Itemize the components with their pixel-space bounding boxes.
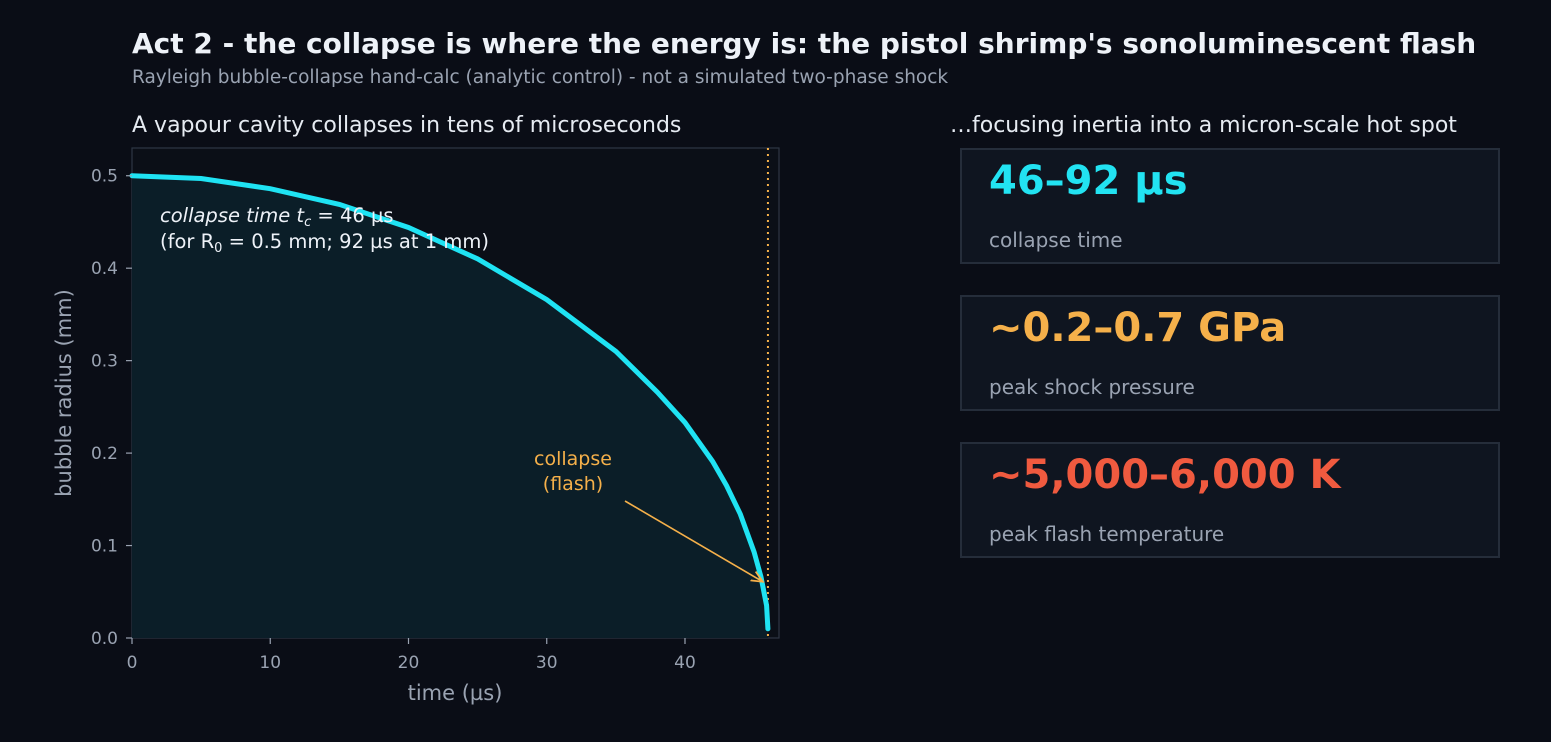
x-tick: 40: [674, 638, 696, 673]
y-tick-label: 0.5: [91, 167, 118, 187]
x-tick-label: 40: [674, 653, 696, 673]
x-tick-label: 0: [127, 653, 138, 673]
y-tick: 0.3: [91, 352, 132, 372]
y-tick-label: 0.2: [91, 444, 118, 464]
y-tick: 0.0: [91, 629, 132, 649]
y-axis-label: bubble radius (mm): [52, 289, 76, 497]
collapse-annotation-arrow: [624, 500, 763, 582]
collapse-annotation-line2: (flash): [543, 473, 603, 495]
x-tick-label: 10: [259, 653, 281, 673]
area-fill: [132, 175, 768, 638]
flash-temperature-card: ~5,000–6,000 K peak flash temperature: [960, 442, 1500, 558]
y-tick-label: 0.3: [91, 352, 118, 372]
collapse-time-value: 46–92 µs: [989, 158, 1188, 204]
collapse-time-card: 46–92 µs collapse time: [960, 148, 1500, 264]
shock-pressure-value: ~0.2–0.7 GPa: [989, 305, 1287, 351]
collapse-time-info-line1: collapse time tc = 46 µs: [160, 204, 394, 230]
y-tick-label: 0.4: [91, 259, 118, 279]
radius-curve: [129, 173, 771, 632]
y-tick: 0.2: [91, 444, 132, 464]
right-panel-title: …focusing inertia into a micron-scale ho…: [950, 113, 1457, 138]
x-tick-label: 20: [398, 653, 420, 673]
x-tick: 20: [398, 638, 420, 673]
collapse-annotation-line1: collapse: [534, 448, 612, 470]
left-panel-title: A vapour cavity collapses in tens of mic…: [132, 113, 682, 138]
shock-pressure-label: peak shock pressure: [989, 375, 1195, 399]
y-tick-label: 0.1: [91, 537, 118, 557]
collapse-time-info-line2: (for R0 = 0.5 mm; 92 µs at 1 mm): [160, 230, 489, 256]
collapse-time-label: collapse time: [989, 228, 1123, 252]
x-tick: 30: [536, 638, 558, 673]
flash-temperature-value: ~5,000–6,000 K: [989, 452, 1341, 498]
y-tick: 0.1: [91, 537, 132, 557]
y-tick: 0.5: [91, 167, 132, 187]
y-tick-label: 0.0: [91, 629, 118, 649]
x-tick: 10: [259, 638, 281, 673]
page-subtitle: Rayleigh bubble-collapse hand-calc (anal…: [132, 67, 949, 88]
flash-temperature-label: peak flash temperature: [989, 522, 1225, 546]
x-axis-label: time (µs): [408, 681, 503, 705]
shock-pressure-card: ~0.2–0.7 GPa peak shock pressure: [960, 295, 1500, 411]
page-title: Act 2 - the collapse is where the energy…: [132, 27, 1477, 60]
x-tick-label: 30: [536, 653, 558, 673]
y-tick: 0.4: [91, 259, 132, 279]
x-tick: 0: [127, 638, 138, 673]
